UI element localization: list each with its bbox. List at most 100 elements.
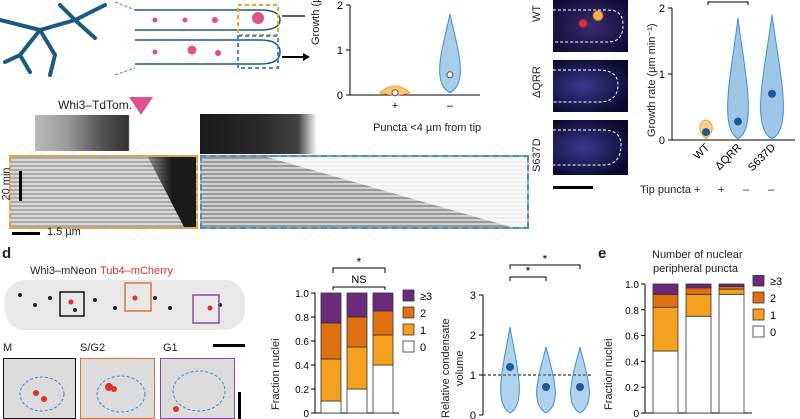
micrograph-wt bbox=[553, 0, 628, 52]
bar-segment bbox=[372, 310, 394, 336]
row-s637d: S637D bbox=[531, 138, 543, 172]
bar-segment bbox=[718, 288, 745, 295]
panel-letter-e: e bbox=[598, 245, 607, 262]
tip-value-dqrr: – bbox=[743, 184, 750, 196]
time-scale-label: 20 min bbox=[0, 167, 13, 201]
median-dot bbox=[734, 117, 742, 126]
kymograph-start-plus bbox=[35, 115, 145, 151]
legend-label: 2 bbox=[420, 308, 426, 320]
growth-ylabel: Growth (µm min bbox=[310, 0, 322, 45]
bar-segment bbox=[652, 306, 679, 352]
violin-2 bbox=[760, 14, 784, 140]
bar-segment bbox=[652, 350, 679, 414]
y-tick-label: 1 bbox=[470, 370, 476, 382]
y-tick-label: 0 bbox=[337, 90, 343, 102]
y-tick-label: 2 bbox=[337, 0, 343, 12]
tip-puncta-label: Tip puncta + bbox=[640, 184, 701, 196]
y-tick-label: 0.6 bbox=[295, 337, 309, 348]
median-dot bbox=[506, 363, 514, 371]
y-tick-label: 0.8 bbox=[625, 306, 639, 317]
inset-m bbox=[3, 358, 76, 419]
time-scale-bar bbox=[19, 171, 22, 201]
violin-minus bbox=[439, 13, 461, 94]
panel-d-stacked-bar-chart: 0 0.2 0.4 0.6 0.8 1.0 ≥3 2 1 0 NS * bbox=[295, 255, 432, 419]
bar-segment bbox=[718, 293, 745, 414]
median-dot bbox=[391, 89, 399, 97]
bar-segment bbox=[685, 293, 712, 317]
median-dot bbox=[542, 383, 550, 391]
y-tick-label: 1 bbox=[659, 69, 665, 81]
y-tick-label: 1.0 bbox=[625, 280, 639, 291]
y-tick-label: 0 bbox=[303, 409, 309, 419]
legend-label: 0 bbox=[420, 342, 426, 354]
y-tick-label: 0 bbox=[633, 409, 639, 419]
legend-swatch bbox=[402, 289, 415, 302]
inset-scale-bar bbox=[238, 392, 241, 419]
hypha-scale-bar bbox=[213, 344, 245, 347]
arrowhead-icon bbox=[129, 97, 153, 115]
y-tick-label: 0.2 bbox=[625, 383, 639, 394]
growth-rate-violin-chart: 0 1 2 WT ΔQRR S637D bbox=[659, 1, 795, 174]
puncta-xlabel: Puncta <4 µm from tip bbox=[373, 122, 482, 134]
inset-sg2 bbox=[80, 358, 155, 419]
sig-star: * bbox=[543, 255, 548, 266]
bar-segment bbox=[718, 283, 745, 287]
bar-segment bbox=[372, 364, 394, 414]
significance-bracket bbox=[707, 1, 749, 5]
bar-segment bbox=[685, 283, 712, 289]
bar-segment bbox=[372, 292, 394, 312]
sig-bracket-1 bbox=[509, 276, 547, 281]
legend-swatch bbox=[402, 306, 415, 319]
y-tick-label: 0.6 bbox=[625, 332, 639, 343]
hyphae-schematic bbox=[0, 3, 107, 77]
inset-g1 bbox=[160, 358, 235, 419]
y-tick-label: 0.4 bbox=[625, 357, 639, 368]
vol-ylabel-a: Relative condensate bbox=[440, 318, 452, 418]
micrograph-dqrr bbox=[553, 60, 628, 112]
whi3-tdtom-label: Whi3–TdTom. bbox=[58, 98, 133, 112]
bar-segment bbox=[346, 316, 368, 348]
legend-swatch bbox=[402, 340, 415, 353]
panel-d-bar-ylabel: Fraction nuclei bbox=[270, 338, 282, 410]
y-tick-label: 3 bbox=[470, 290, 476, 302]
bar-segment bbox=[320, 322, 342, 360]
bar-segment bbox=[372, 334, 394, 366]
y-tick-label: 1.0 bbox=[295, 289, 309, 300]
bar-segment bbox=[685, 315, 712, 414]
bar-segment bbox=[346, 346, 368, 390]
y-tick-label: 0.4 bbox=[295, 361, 309, 372]
x-tick-label: + bbox=[392, 100, 398, 112]
inset-sg2-label: S/G2 bbox=[80, 342, 106, 354]
median-dot bbox=[768, 89, 776, 98]
kymograph-minus bbox=[200, 155, 529, 229]
vol-ylabel-b: volume bbox=[454, 350, 466, 386]
legend-swatch bbox=[752, 275, 765, 287]
legend-label: 0 bbox=[770, 327, 776, 339]
cell-outlines bbox=[553, 9, 624, 166]
y-tick-label: 2 bbox=[470, 330, 476, 342]
row-wt: WT bbox=[531, 4, 543, 22]
inset-g1-label: G1 bbox=[163, 342, 178, 354]
x-tick-label: ΔQRR bbox=[713, 142, 744, 173]
growth-violin-chart: 0 1 2 + – bbox=[337, 0, 480, 112]
legend-label: ≥3 bbox=[420, 291, 432, 303]
legend-swatch bbox=[402, 323, 415, 336]
bar-segment bbox=[346, 292, 368, 318]
bar-segment bbox=[320, 292, 342, 324]
space-scale-label: 1.5 µm bbox=[47, 226, 81, 238]
space-scale-bar bbox=[12, 232, 40, 235]
sig-bracket-star bbox=[332, 267, 386, 273]
x-tick-label: WT bbox=[692, 141, 713, 162]
legend-swatch bbox=[752, 308, 765, 321]
violin-1 bbox=[536, 346, 556, 414]
sig-ns-label: NS bbox=[351, 274, 366, 286]
y-tick-label: 0.8 bbox=[295, 313, 309, 324]
x-tick-label: S637D bbox=[746, 142, 778, 174]
inset-m-label: M bbox=[3, 342, 13, 354]
y-tick-label: 0 bbox=[470, 410, 476, 419]
panel-e-title-b: peripheral puncta bbox=[653, 263, 739, 275]
median-dot bbox=[446, 71, 454, 79]
y-tick-label: 0.2 bbox=[295, 385, 309, 396]
bar-segment bbox=[652, 293, 679, 308]
bar-segment bbox=[652, 283, 679, 295]
